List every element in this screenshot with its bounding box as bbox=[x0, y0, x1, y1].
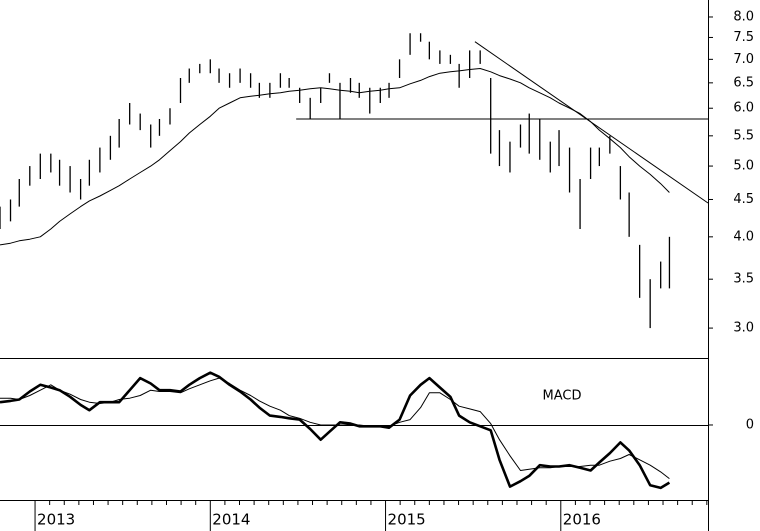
y-tick-label: 8.0 bbox=[733, 9, 754, 24]
y-tick-label: 5.5 bbox=[733, 128, 754, 143]
ma-line bbox=[0, 68, 670, 246]
indicator-label: MACD bbox=[543, 389, 582, 404]
y-tick-label: 3.0 bbox=[733, 321, 754, 336]
y-tick-label: 4.0 bbox=[733, 229, 754, 244]
trend-line bbox=[474, 41, 709, 204]
y-tick-label: 7.0 bbox=[733, 52, 754, 67]
y-tick-label: 0 bbox=[746, 417, 754, 432]
y-tick-label: 6.0 bbox=[733, 101, 754, 116]
macd-line bbox=[0, 371, 671, 490]
y-tick-label: 3.5 bbox=[733, 272, 754, 287]
y-tick-label: 5.0 bbox=[733, 159, 754, 174]
y-tick-label: 6.5 bbox=[733, 75, 754, 90]
x-tick-label: 2015 bbox=[388, 511, 426, 529]
y-tick-label: 4.5 bbox=[733, 192, 754, 207]
y-tick-label: 7.5 bbox=[733, 30, 754, 45]
x-tick-label: 2013 bbox=[37, 511, 75, 529]
x-tick-label: 2016 bbox=[563, 511, 601, 529]
x-tick-label: 2014 bbox=[212, 511, 250, 529]
